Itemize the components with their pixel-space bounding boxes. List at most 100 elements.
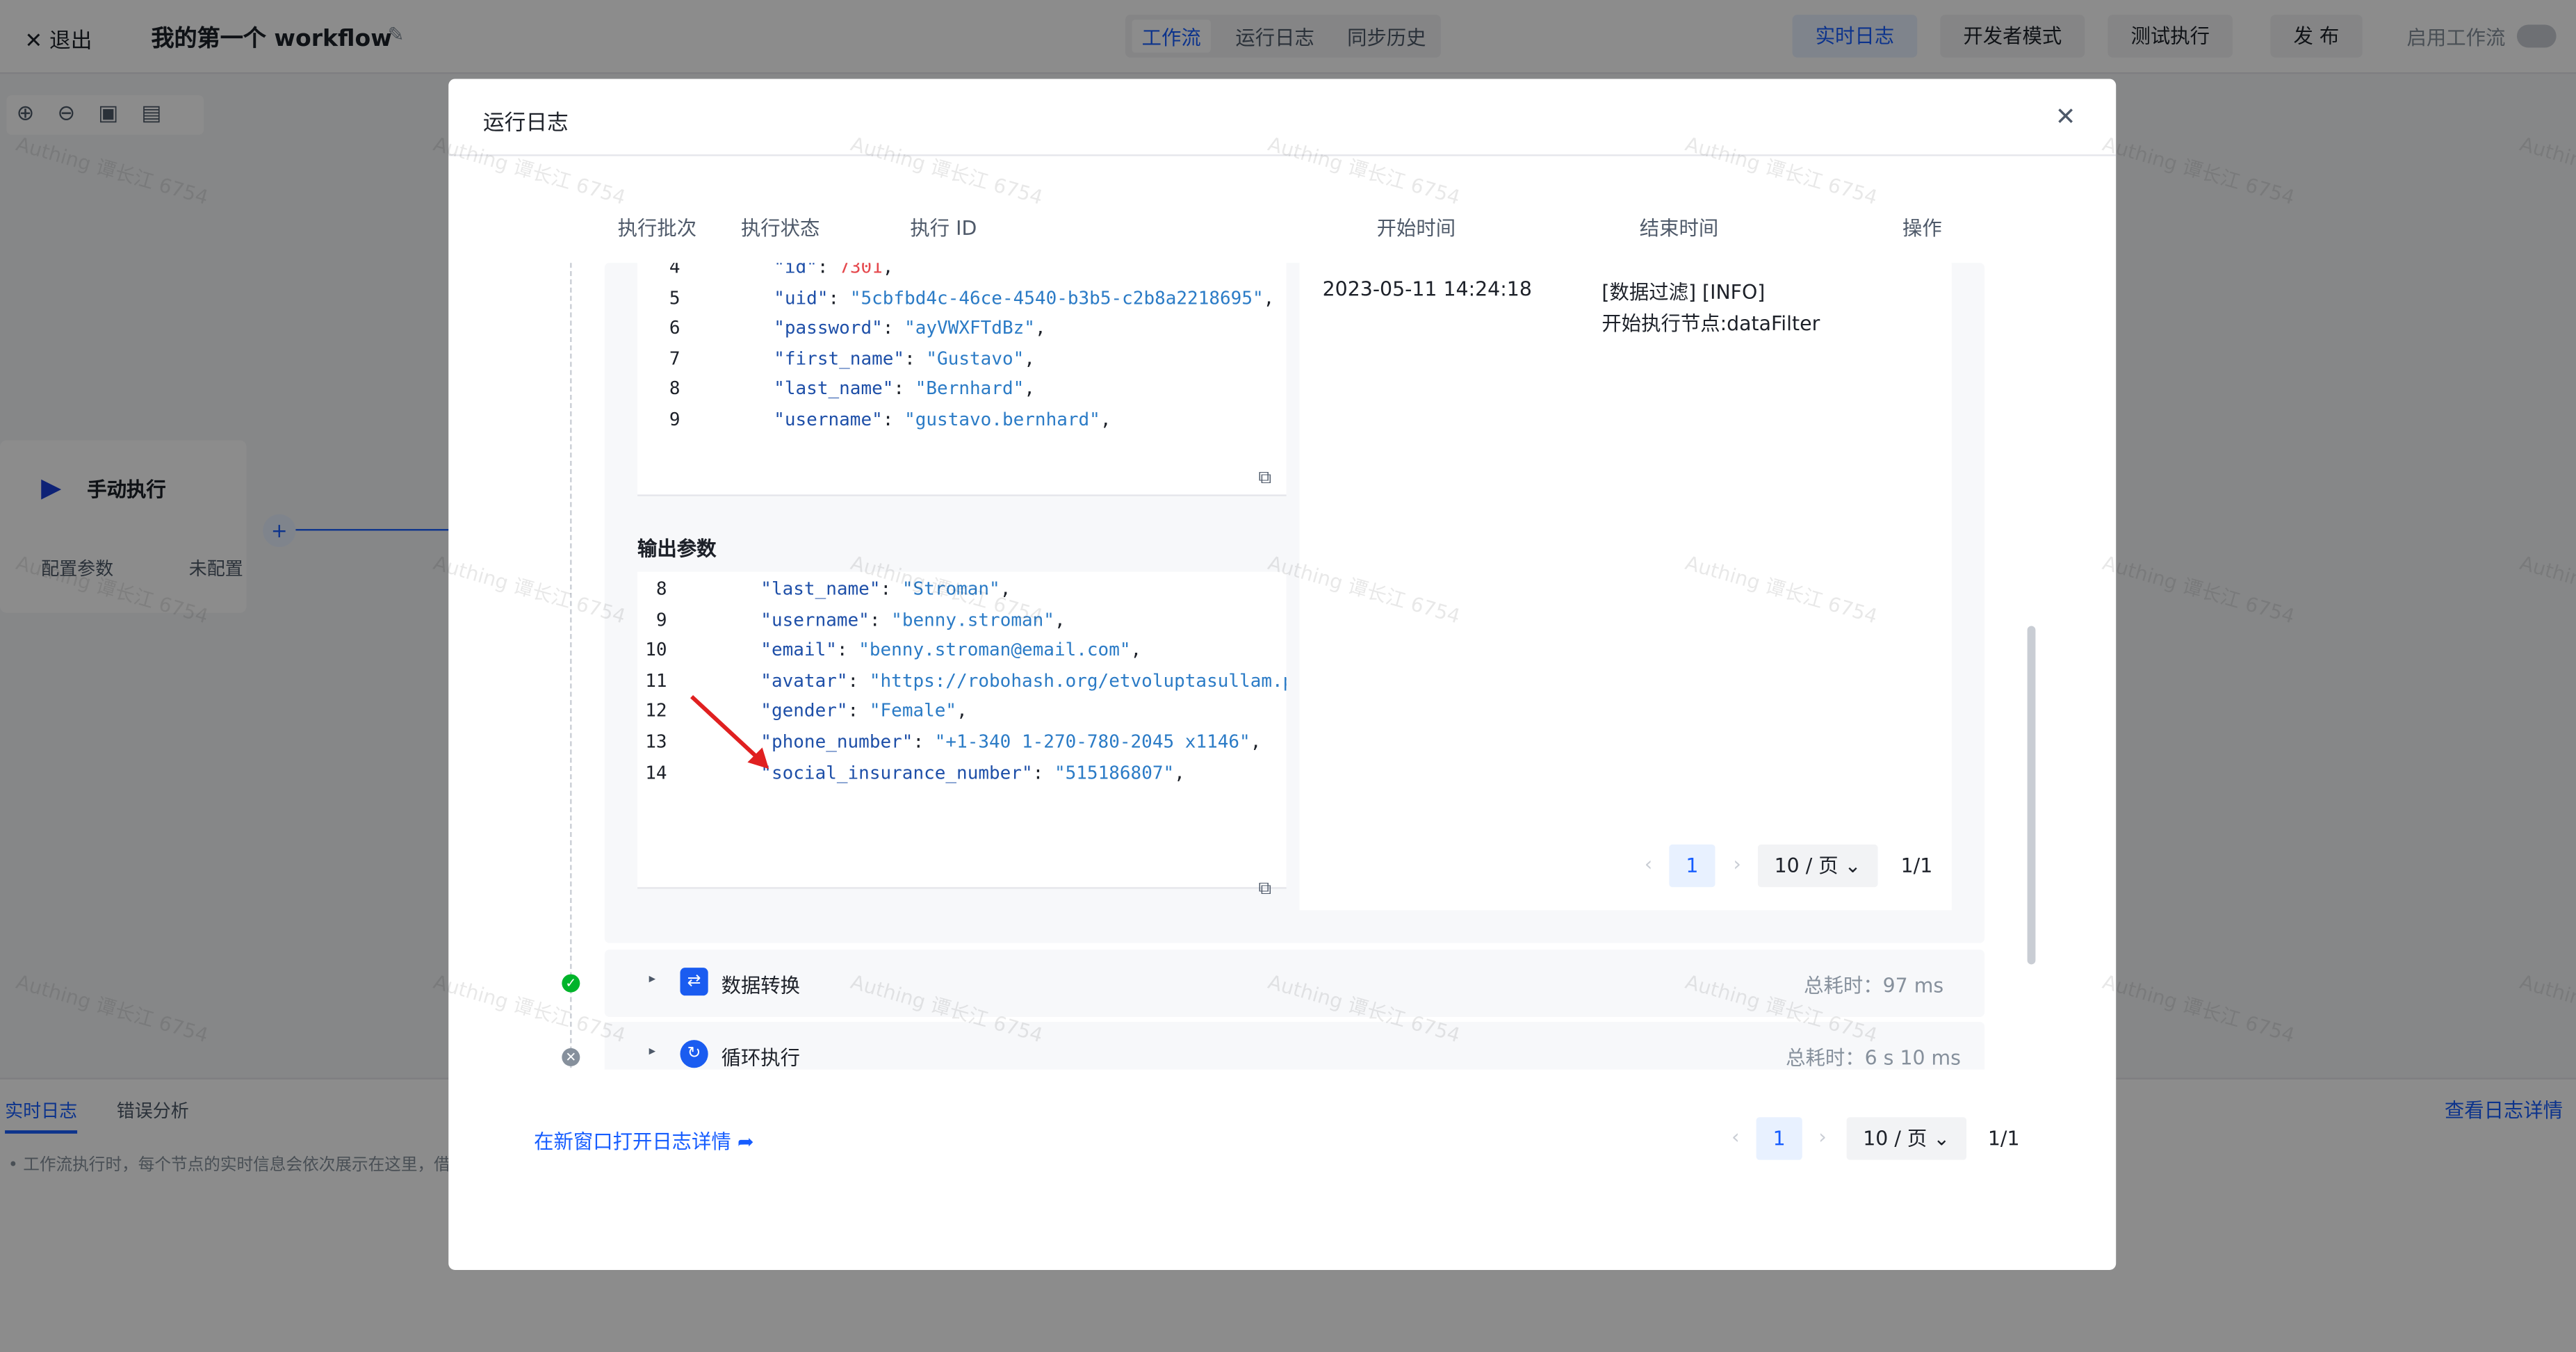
- code-line: 10 "email": "benny.stroman@email.com",: [637, 636, 1287, 667]
- tab[interactable]: 工作流: [1141, 26, 1201, 49]
- tab[interactable]: 运行日志: [1235, 26, 1314, 49]
- panel-tab[interactable]: 实时日志: [5, 1098, 78, 1134]
- column-header: 开始时间: [1376, 216, 1456, 241]
- code-token: "5cbfbd4c-46ce-4540-b3b5-c2b8a2218695": [849, 286, 1264, 309]
- code-token: "https://robohash.org/etvoluptasullam.pn…: [869, 669, 1287, 692]
- code-token: ,: [1250, 731, 1262, 753]
- add-node[interactable]: +: [263, 514, 296, 548]
- toggle[interactable]: [2516, 24, 2557, 48]
- close-button[interactable]: ✕: [2055, 101, 2076, 132]
- line-number: 14: [645, 761, 667, 783]
- next-page[interactable]: ›: [1733, 852, 1741, 876]
- code-line: 12 "gender": "Female",: [637, 697, 1287, 728]
- code-token: "Bernhard": [915, 378, 1025, 400]
- code-token: "avatar": [760, 669, 848, 692]
- zoom-toolbar[interactable]: ⊕⊖▣▤: [6, 95, 204, 135]
- code-token: ,: [1024, 348, 1035, 370]
- line-number: 12: [645, 700, 667, 722]
- code-text: "phone_number": "+1-340 1-270-780-2045 x…: [667, 728, 1287, 758]
- code-token: "gustavo.bernhard": [904, 409, 1100, 431]
- timeline: [570, 263, 572, 1068]
- status-success: ✓: [562, 974, 580, 993]
- code-token: "username": [760, 608, 870, 630]
- step-row[interactable]: [604, 1022, 1985, 1070]
- button[interactable]: 实时日志: [1792, 15, 1918, 58]
- line-number: 11: [645, 669, 667, 692]
- line-number: 9: [669, 409, 680, 431]
- node-card[interactable]: [0, 440, 247, 613]
- code-text: "first_name": "Gustavo",: [680, 345, 1286, 375]
- column-header: 执行 ID: [910, 216, 977, 241]
- workflow-title: 我的第一个 workflow: [151, 26, 392, 53]
- page-size[interactable]: 10 / 页 ⌄: [1846, 1117, 1966, 1160]
- code-token: :: [882, 317, 905, 339]
- code-token: ,: [1130, 639, 1142, 661]
- code-token: ,: [1100, 409, 1111, 431]
- code-text: "avatar": "https://robohash.org/etvolupt…: [667, 667, 1287, 697]
- tab-active-bg: [1132, 19, 1211, 53]
- column-header: 执行批次: [617, 216, 697, 241]
- code-line: 11 "avatar": "https://robohash.org/etvolu…: [637, 667, 1287, 697]
- code-token: "+1-340 1-270-780-2045 x1146": [934, 731, 1250, 753]
- next-page[interactable]: ›: [1818, 1125, 1827, 1149]
- exit-button[interactable]: ✕ 退出: [24, 29, 92, 54]
- page-number[interactable]: 1: [1756, 1117, 1802, 1160]
- code-line: 5 "uid": "5cbfbd4c-46ce-4540-b3b5-c2b8a22…: [637, 284, 1287, 314]
- open-log-label: 在新窗口打开日志详情: [534, 1130, 731, 1154]
- page-total: 1/1: [1987, 1127, 2020, 1150]
- code-line: 9 "username": "benny.stroman",: [637, 605, 1287, 636]
- open-log-link[interactable]: 在新窗口打开日志详情 ➦: [534, 1130, 754, 1154]
- page-size[interactable]: 10 / 页 ⌄: [1757, 844, 1878, 888]
- code-token: :: [828, 286, 850, 309]
- tab[interactable]: 同步历史: [1347, 26, 1426, 49]
- expand-icon[interactable]: ▸: [649, 1043, 656, 1059]
- code-token: "social_insurance_number": [760, 761, 1033, 783]
- code-token: 7301: [839, 263, 883, 278]
- code-token: :: [847, 669, 870, 692]
- expand-icon[interactable]: ▸: [649, 970, 656, 986]
- scrollbar[interactable]: [2027, 626, 2036, 965]
- prev-page[interactable]: ‹: [1644, 852, 1653, 876]
- log-box: [1299, 263, 1952, 911]
- code-token: ,: [956, 700, 968, 722]
- code-text: "password": "ayVWXFTdBz",: [680, 314, 1286, 345]
- step-row[interactable]: [604, 950, 1985, 1018]
- node-label: 手动执行: [87, 478, 166, 501]
- code-token: ,: [882, 263, 894, 278]
- status-failed: ✕: [562, 1048, 580, 1066]
- panel-link[interactable]: 查看日志详情: [2444, 1099, 2563, 1123]
- scroll-area: 4 "id": 7301, 5 "uid": "5cbfbd4c-46ce-4540-…: [525, 263, 2037, 1070]
- copy-icon[interactable]: ⧉: [1258, 877, 1272, 899]
- copy-icon[interactable]: ⧉: [1258, 466, 1272, 488]
- code-line: 8 "last_name": "Bernhard",: [637, 375, 1287, 406]
- divider: [637, 887, 1287, 889]
- code-text: "social_insurance_number": "515186807",: [667, 758, 1287, 789]
- step-name: 数据转换: [721, 974, 801, 997]
- panel-tab[interactable]: 错误分析: [116, 1100, 189, 1123]
- code-token: "uid": [774, 286, 829, 309]
- code-token: "Gustavo": [926, 348, 1025, 370]
- divider: [448, 154, 2117, 156]
- code-token: :: [893, 378, 915, 400]
- code-text: "id": 7301,: [680, 263, 1286, 284]
- code-token: :: [1032, 761, 1054, 783]
- code-token: :: [869, 608, 892, 630]
- button[interactable]: 发 布: [2270, 15, 2363, 58]
- code-token: :: [913, 731, 935, 753]
- exit-label: 退出: [49, 29, 92, 54]
- column-header: 执行状态: [740, 216, 820, 241]
- page-size-label: 10 / 页: [1774, 854, 1839, 878]
- prev-page[interactable]: ‹: [1731, 1125, 1740, 1149]
- code-text: "last_name": "Bernhard",: [680, 375, 1286, 406]
- code-line: 14 "social_insurance_number": "515186807"…: [637, 758, 1287, 789]
- button[interactable]: 开发者模式: [1940, 15, 2085, 58]
- code-token: ,: [1024, 378, 1035, 400]
- code-token: ,: [1034, 317, 1046, 339]
- code-body: 4 "id": 7301, 5 "uid": "5cbfbd4c-46ce-4540-…: [637, 263, 1287, 436]
- button[interactable]: 测试执行: [2108, 15, 2233, 58]
- page-number[interactable]: 1: [1669, 844, 1715, 888]
- play-icon: ▶: [41, 471, 62, 503]
- code-token: "ayVWXFTdBz": [904, 317, 1035, 339]
- edit-icon[interactable]: ✎: [387, 23, 405, 47]
- code-line: 13 "phone_number": "+1-340 1-270-780-2045…: [637, 728, 1287, 758]
